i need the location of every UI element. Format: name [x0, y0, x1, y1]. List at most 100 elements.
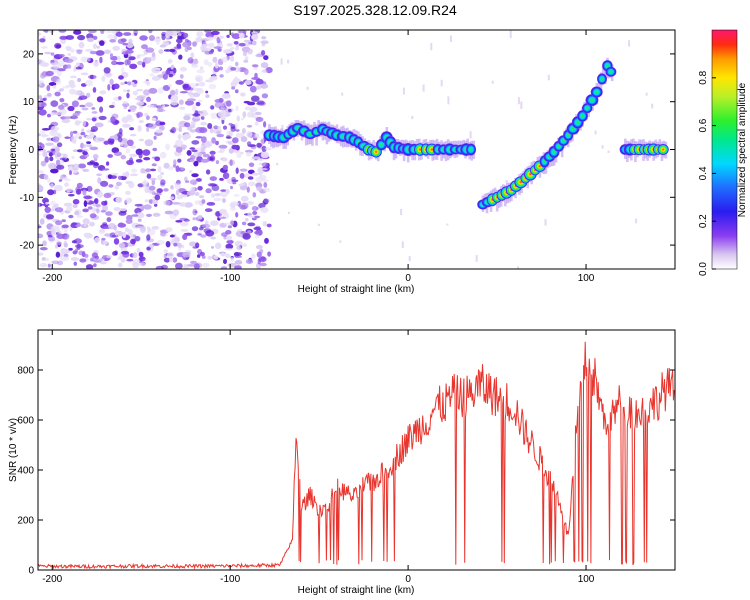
noise-speckle	[83, 144, 87, 149]
noise-speckle	[44, 257, 49, 262]
noise-speckle	[411, 115, 414, 120]
noise-speckle	[85, 102, 94, 108]
noise-speckle	[80, 142, 84, 149]
noise-speckle	[118, 242, 126, 249]
noise-speckle	[50, 183, 54, 188]
noise-speckle	[47, 177, 51, 183]
x-tick-label: -100	[220, 273, 240, 284]
noise-speckle	[91, 117, 97, 122]
noise-speckle	[98, 258, 105, 261]
colorbar-gradient	[711, 29, 738, 270]
noise-speckle	[224, 247, 233, 251]
noise-speckle	[91, 111, 98, 114]
noise-speckle	[447, 96, 450, 105]
noise-speckle	[119, 208, 127, 212]
noise-speckle	[41, 134, 49, 137]
noise-speckle	[129, 63, 138, 69]
noise-speckle	[114, 151, 122, 157]
noise-speckle	[202, 223, 211, 229]
noise-speckle	[125, 190, 131, 195]
noise-speckle	[225, 48, 233, 54]
noise-speckle	[191, 173, 199, 178]
snr-frame	[37, 329, 676, 571]
y-tick-label: -20	[20, 241, 35, 252]
noise-speckle	[86, 56, 91, 62]
noise-speckle	[66, 45, 71, 52]
noise-speckle	[121, 250, 129, 255]
noise-speckle	[219, 35, 224, 39]
noise-speckle	[244, 80, 252, 85]
noise-speckle	[86, 161, 94, 166]
noise-speckle	[74, 210, 80, 216]
noise-speckle	[228, 122, 233, 126]
noise-speckle	[81, 251, 86, 258]
noise-speckle	[47, 263, 51, 268]
noise-speckle	[159, 151, 167, 159]
noise-speckle	[173, 159, 177, 166]
noise-speckle	[211, 246, 214, 249]
spectrogram-noise-region	[38, 30, 655, 269]
noise-speckle	[159, 44, 167, 48]
noise-speckle	[651, 103, 654, 109]
noise-speckle	[184, 202, 193, 208]
y-tick-label: -10	[20, 193, 35, 204]
y-tick-label: 200	[17, 516, 34, 527]
noise-speckle	[238, 32, 245, 39]
noise-speckle	[189, 159, 196, 163]
noise-speckle	[218, 215, 222, 219]
noise-speckle	[260, 138, 265, 145]
noise-speckle	[151, 199, 159, 205]
noise-speckle	[120, 154, 127, 160]
ridge-halo	[604, 62, 607, 85]
noise-speckle	[165, 241, 171, 248]
noise-speckle	[153, 135, 157, 140]
noise-speckle	[75, 244, 84, 249]
noise-speckle	[215, 140, 219, 146]
noise-speckle	[148, 185, 156, 191]
noise-speckle	[242, 111, 247, 118]
noise-speckle	[263, 121, 267, 128]
noise-speckle	[163, 188, 169, 192]
noise-speckle	[40, 160, 47, 167]
noise-speckle	[98, 115, 107, 121]
noise-speckle	[281, 124, 284, 131]
noise-speckle	[230, 201, 240, 207]
noise-speckle	[266, 223, 272, 228]
noise-speckle	[131, 33, 135, 36]
noise-speckle	[238, 42, 246, 47]
noise-speckle	[93, 199, 98, 203]
noise-speckle	[189, 241, 197, 247]
noise-speckle	[233, 194, 240, 197]
noise-speckle	[199, 66, 204, 70]
noise-speckle	[200, 234, 207, 238]
noise-speckle	[54, 91, 61, 97]
noise-speckle	[38, 59, 42, 65]
noise-speckle	[44, 30, 49, 33]
ridge-blob	[657, 144, 669, 155]
noise-speckle	[64, 58, 74, 63]
noise-speckle	[234, 122, 238, 130]
noise-speckle	[165, 143, 170, 151]
noise-speckle	[214, 62, 219, 69]
noise-speckle	[119, 252, 123, 259]
noise-speckle	[179, 221, 189, 227]
noise-speckle	[131, 214, 139, 217]
noise-speckle	[209, 176, 217, 182]
noise-speckle	[176, 36, 184, 40]
noise-speckle	[38, 203, 41, 207]
noise-speckle	[207, 255, 213, 260]
noise-speckle	[122, 172, 127, 177]
noise-speckle	[200, 116, 205, 120]
noise-speckle	[204, 208, 213, 213]
noise-speckle	[113, 83, 120, 90]
colorbar-tick-label: 0.8	[698, 70, 709, 84]
noise-speckle	[72, 130, 78, 134]
noise-speckle	[48, 162, 57, 170]
noise-speckle	[127, 81, 132, 86]
noise-speckle	[38, 109, 47, 116]
noise-speckle	[89, 221, 95, 227]
page-title: S197.2025.328.12.09.R24	[293, 2, 457, 18]
noise-speckle	[40, 46, 48, 49]
noise-speckle	[79, 258, 87, 263]
noise-speckle	[261, 69, 268, 73]
